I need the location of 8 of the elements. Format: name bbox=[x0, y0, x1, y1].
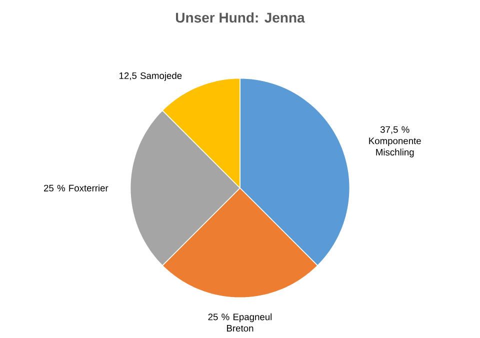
slice-label: Foxterrier bbox=[69, 184, 108, 192]
slice-label: Samojede bbox=[140, 72, 182, 81]
data-label: 25 % bbox=[44, 184, 65, 192]
data-label: 25 % bbox=[208, 314, 230, 320]
chart-title: Unser Hund: Jenna bbox=[176, 12, 305, 23]
data-label: 37,5 % bbox=[380, 126, 410, 134]
data-label: 12,5 bbox=[119, 72, 137, 80]
slice-label: Komponente Mischling bbox=[369, 138, 421, 158]
